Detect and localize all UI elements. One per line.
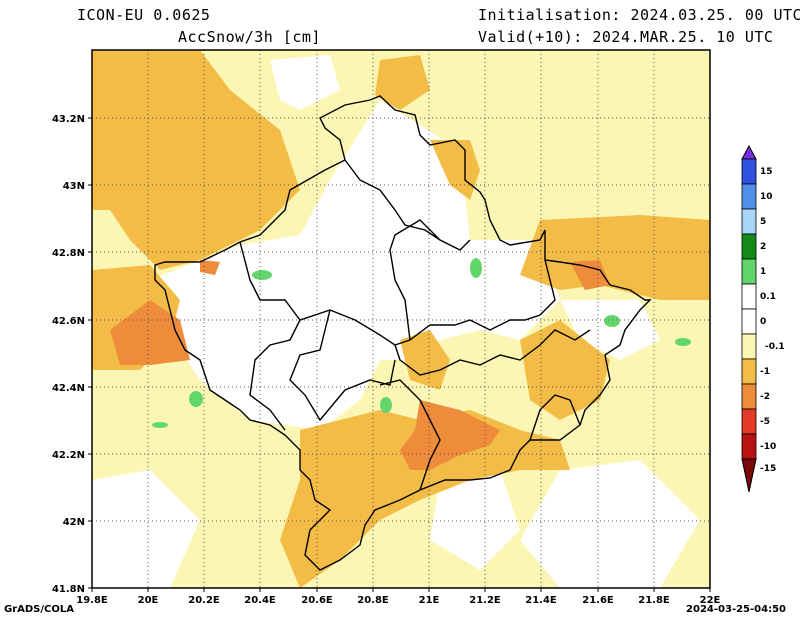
x-tick-label: 20.2E	[188, 595, 220, 606]
x-tick-label: 21.6E	[582, 595, 614, 606]
colorbar-label: 15	[760, 167, 773, 177]
y-tick-label: 42.8N	[52, 248, 85, 259]
x-tick-label: 22E	[700, 595, 721, 606]
graticule	[92, 50, 710, 588]
colorbar-label: 0	[760, 317, 766, 327]
footer-software: GrADS/COLA	[4, 604, 74, 615]
colorbar-label: -1	[760, 367, 770, 377]
colorbar-label: 5	[760, 217, 766, 227]
x-tick-label: 21E	[419, 595, 440, 606]
y-tick-label: 42.2N	[52, 450, 85, 461]
colorbar-label: -10	[760, 442, 776, 452]
x-tick-label: 19.8E	[76, 595, 108, 606]
y-tick-label: 41.8N	[52, 584, 85, 595]
y-tick-label: 42N	[63, 517, 85, 528]
colorbar-label: -5	[760, 417, 770, 427]
x-tick-label: 21.4E	[525, 595, 557, 606]
country-borders	[154, 95, 652, 571]
model-title: ICON-EU 0.0625	[77, 6, 211, 24]
colorbar-label: 10	[760, 192, 773, 202]
x-tick-label: 20.8E	[357, 595, 389, 606]
colorbar-label: 2	[760, 242, 766, 252]
x-tick-label: 21.8E	[638, 595, 670, 606]
colorbar-label: 0.1	[760, 292, 776, 302]
valid-time: Valid(+10): 2024.MAR.25. 10 UTC	[478, 28, 774, 46]
colorbar-label: -15	[760, 464, 776, 474]
colorbar-label: -0.1	[765, 342, 785, 352]
x-tick-label: 21.2E	[469, 595, 501, 606]
y-tick-label: 43N	[63, 181, 85, 192]
y-tick-label: 42.6N	[52, 316, 85, 327]
snow-field	[92, 50, 710, 588]
colorbar: 15 10 5 2 1 0.1 0 -0.1 -1 -2 -5 -10 -15	[741, 144, 785, 493]
x-tick-label: 20.6E	[301, 595, 333, 606]
init-time: Initialisation: 2024.03.25. 00 UTC	[478, 6, 800, 24]
y-tick-label: 43.2N	[52, 114, 85, 125]
variable-title: AccSnow/3h [cm]	[178, 28, 321, 46]
y-tick-label: 42.4N	[52, 383, 85, 394]
colorbar-label: -2	[760, 392, 770, 402]
footer-timestamp: 2024-03-25-04:50	[686, 604, 786, 615]
x-tick-label: 20E	[138, 595, 159, 606]
x-tick-label: 20.4E	[244, 595, 276, 606]
colorbar-label: 1	[760, 267, 766, 277]
